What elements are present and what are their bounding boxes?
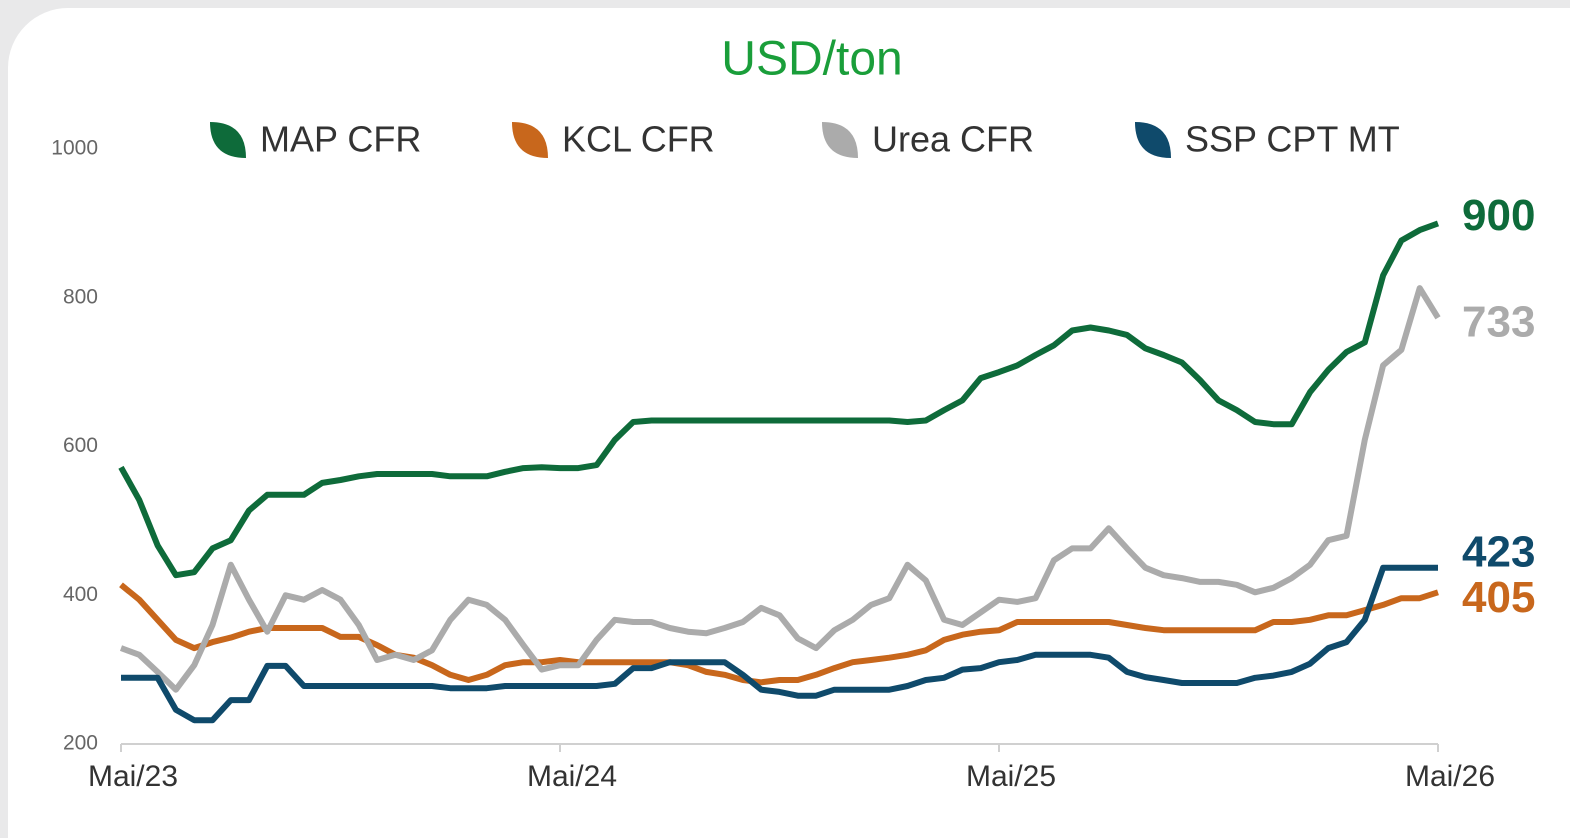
x-tick-label: Mai/23 bbox=[88, 760, 178, 793]
y-tick-label: 1000 bbox=[51, 137, 98, 160]
legend-icon bbox=[822, 122, 858, 158]
x-tick-label: Mai/24 bbox=[527, 760, 617, 793]
series-line bbox=[119, 582, 1439, 686]
series-line bbox=[121, 564, 1438, 724]
series-line bbox=[118, 220, 1440, 579]
y-tick-label: 400 bbox=[63, 583, 98, 606]
legend-label: SSP CPT MT bbox=[1185, 119, 1400, 160]
x-tick-label: Mai/25 bbox=[966, 760, 1056, 793]
legend-icon bbox=[210, 122, 246, 158]
end-label: 405 bbox=[1462, 573, 1535, 622]
series-line bbox=[119, 285, 1441, 693]
x-tick-label: Mai/26 bbox=[1405, 760, 1495, 793]
legend-label: KCL CFR bbox=[562, 119, 715, 160]
legend-icon bbox=[1135, 122, 1171, 158]
end-label: 900 bbox=[1462, 191, 1535, 240]
y-tick-label: 800 bbox=[63, 285, 98, 308]
end-label: 423 bbox=[1462, 527, 1535, 576]
end-label: 733 bbox=[1462, 297, 1535, 346]
legend-label: MAP CFR bbox=[260, 119, 421, 160]
y-tick-label: 200 bbox=[63, 732, 98, 755]
legend-icon bbox=[512, 122, 548, 158]
y-tick-label: 600 bbox=[63, 434, 98, 457]
chart-title: USD/ton bbox=[721, 33, 902, 86]
legend-label: Urea CFR bbox=[872, 119, 1034, 160]
